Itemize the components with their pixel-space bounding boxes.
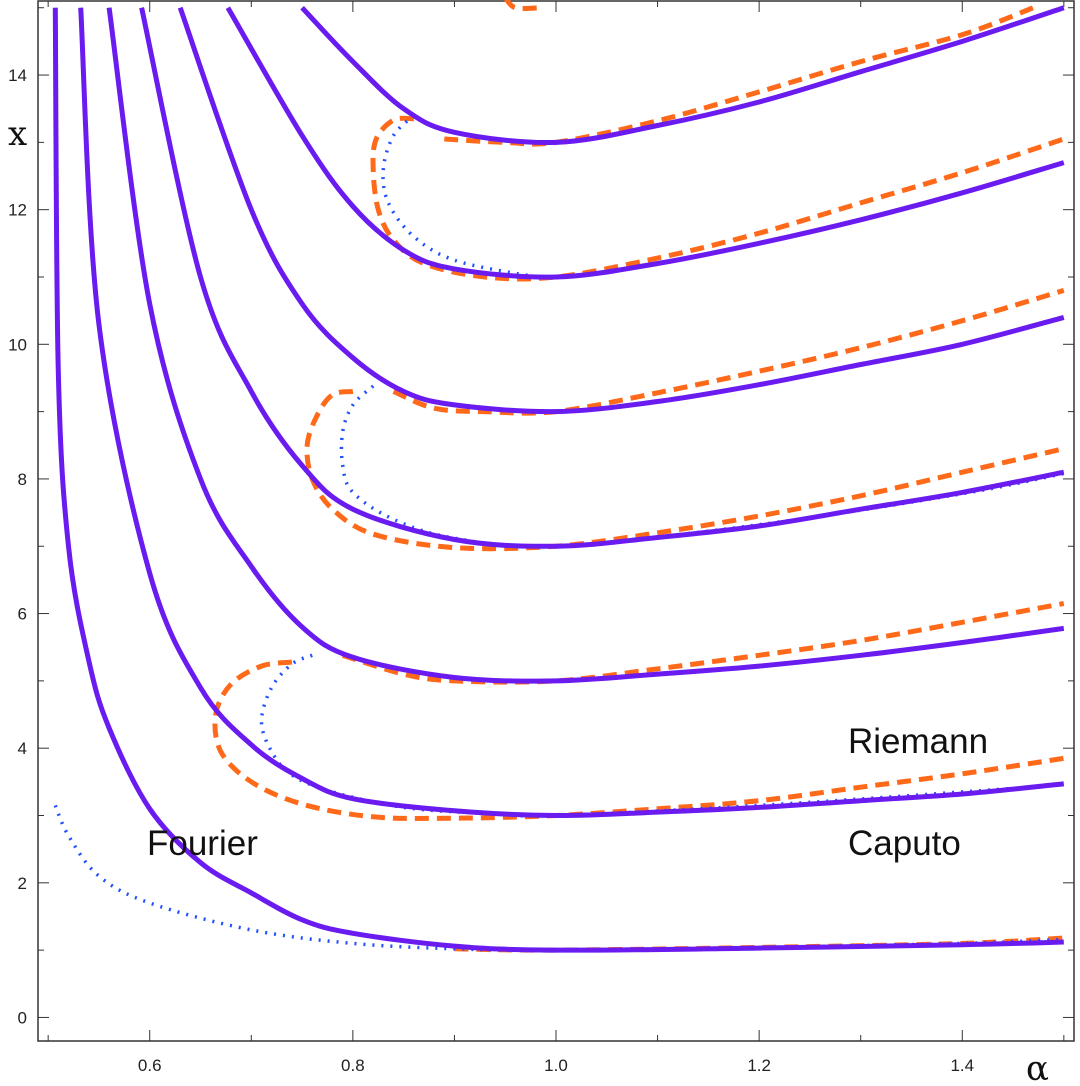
annotation-fourier: Fourier	[147, 824, 258, 863]
y-tick-label: 0	[18, 1008, 27, 1027]
x-axis-label: α	[1026, 1049, 1049, 1086]
y-tick-label: 4	[18, 739, 27, 758]
curves	[52, 0, 1065, 953]
caputo-curve	[259, 653, 1064, 818]
x-tick-label: 0.6	[138, 1056, 162, 1075]
y-tick-label: 12	[8, 201, 27, 220]
fourier-curve	[300, 5, 1065, 146]
riemann-curve	[444, 5, 1035, 147]
fourier-curve	[139, 7, 1065, 549]
caputo-curve	[339, 384, 1065, 549]
riemann-curve	[341, 601, 1065, 685]
tick-labels: 0.6 0.8 1.0 1.2 1.4 0 2 4 6 8 10 12 14	[8, 66, 974, 1075]
y-tick-label: 8	[18, 470, 27, 489]
fourier-curve	[225, 6, 1065, 280]
riemann-curve	[304, 388, 1065, 552]
y-tick-label: 10	[8, 335, 27, 354]
y-tick-label: 14	[8, 66, 27, 85]
riemann-curve	[212, 659, 1065, 821]
x-tick-label: 1.0	[544, 1056, 568, 1075]
y-tick-label: 6	[18, 605, 27, 624]
fourier-curve	[78, 7, 1065, 819]
riemann-curve	[370, 115, 1065, 282]
x-tick-label: 1.2	[747, 1056, 771, 1075]
fourier-curve	[177, 6, 1065, 415]
plot-frame	[37, 0, 1075, 1042]
riemann-curve	[503, 0, 541, 11]
fourier-curve	[106, 7, 1065, 684]
y-axis-label: x	[8, 114, 27, 154]
annotation-riemann: Riemann	[848, 722, 988, 761]
axis-ticks	[38, 1, 1074, 1041]
annotation-caputo: Caputo	[848, 824, 961, 863]
x-tick-label: 0.8	[341, 1056, 365, 1075]
fourier-curve	[52, 7, 1064, 953]
y-tick-label: 2	[18, 874, 27, 893]
riemann-curve	[392, 288, 1065, 416]
x-tick-label: 1.4	[950, 1056, 974, 1075]
